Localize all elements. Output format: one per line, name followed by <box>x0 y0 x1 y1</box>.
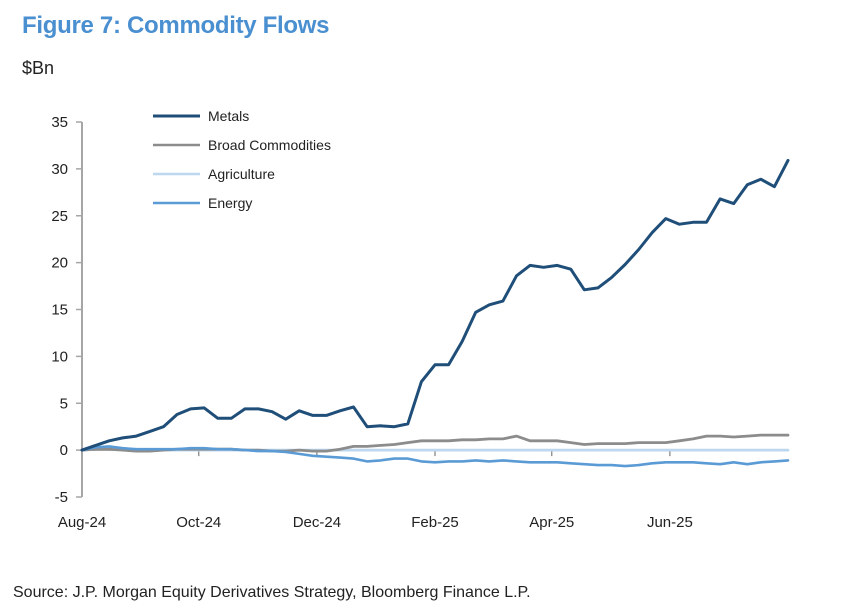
series-line-energy <box>80 445 790 468</box>
legend-item-agriculture: Agriculture <box>153 166 275 182</box>
legend-label: Agriculture <box>208 166 275 182</box>
legend-label: Energy <box>208 195 252 211</box>
x-tick-label: Dec-24 <box>293 514 341 531</box>
series-line-metals <box>80 158 790 452</box>
x-tick-label: Feb-25 <box>411 514 459 531</box>
y-tick-label: 35 <box>51 114 68 131</box>
source-note: Source: J.P. Morgan Equity Derivatives S… <box>13 584 531 601</box>
chart-title: Figure 7: Commodity Flows <box>22 12 330 39</box>
x-tick-label: Oct-24 <box>176 514 221 531</box>
legend-item-energy: Energy <box>153 195 252 211</box>
axes: 35 30 25 20 15 10 5 0 -5 Aug-24 Oct-24 Dec-24 Feb-25… <box>51 114 788 531</box>
legend-item-broad-commodities: Broad Commodities <box>153 137 331 153</box>
legend-label: Metals <box>208 108 249 124</box>
x-tick-label: Jun-25 <box>647 514 693 531</box>
legend-item-metals: Metals <box>153 108 249 124</box>
y-tick-label: 0 <box>60 442 68 459</box>
series-lines <box>80 158 790 468</box>
x-tick-label: Aug-24 <box>58 514 106 531</box>
y-tick-label: 5 <box>60 395 68 412</box>
y-tick-label: 30 <box>51 161 68 178</box>
y-tick-label: -5 <box>55 489 68 506</box>
x-tick-label: Apr-25 <box>529 514 574 531</box>
y-tick-label: 25 <box>51 208 68 225</box>
legend-label: Broad Commodities <box>208 137 331 153</box>
y-tick-label: 20 <box>51 255 68 272</box>
y-axis-unit-label: $Bn <box>22 58 55 78</box>
y-tick-label: 10 <box>51 348 68 365</box>
y-tick-label: 15 <box>51 302 68 319</box>
legend: Metals Broad Commodities Agriculture Energy <box>153 108 331 211</box>
